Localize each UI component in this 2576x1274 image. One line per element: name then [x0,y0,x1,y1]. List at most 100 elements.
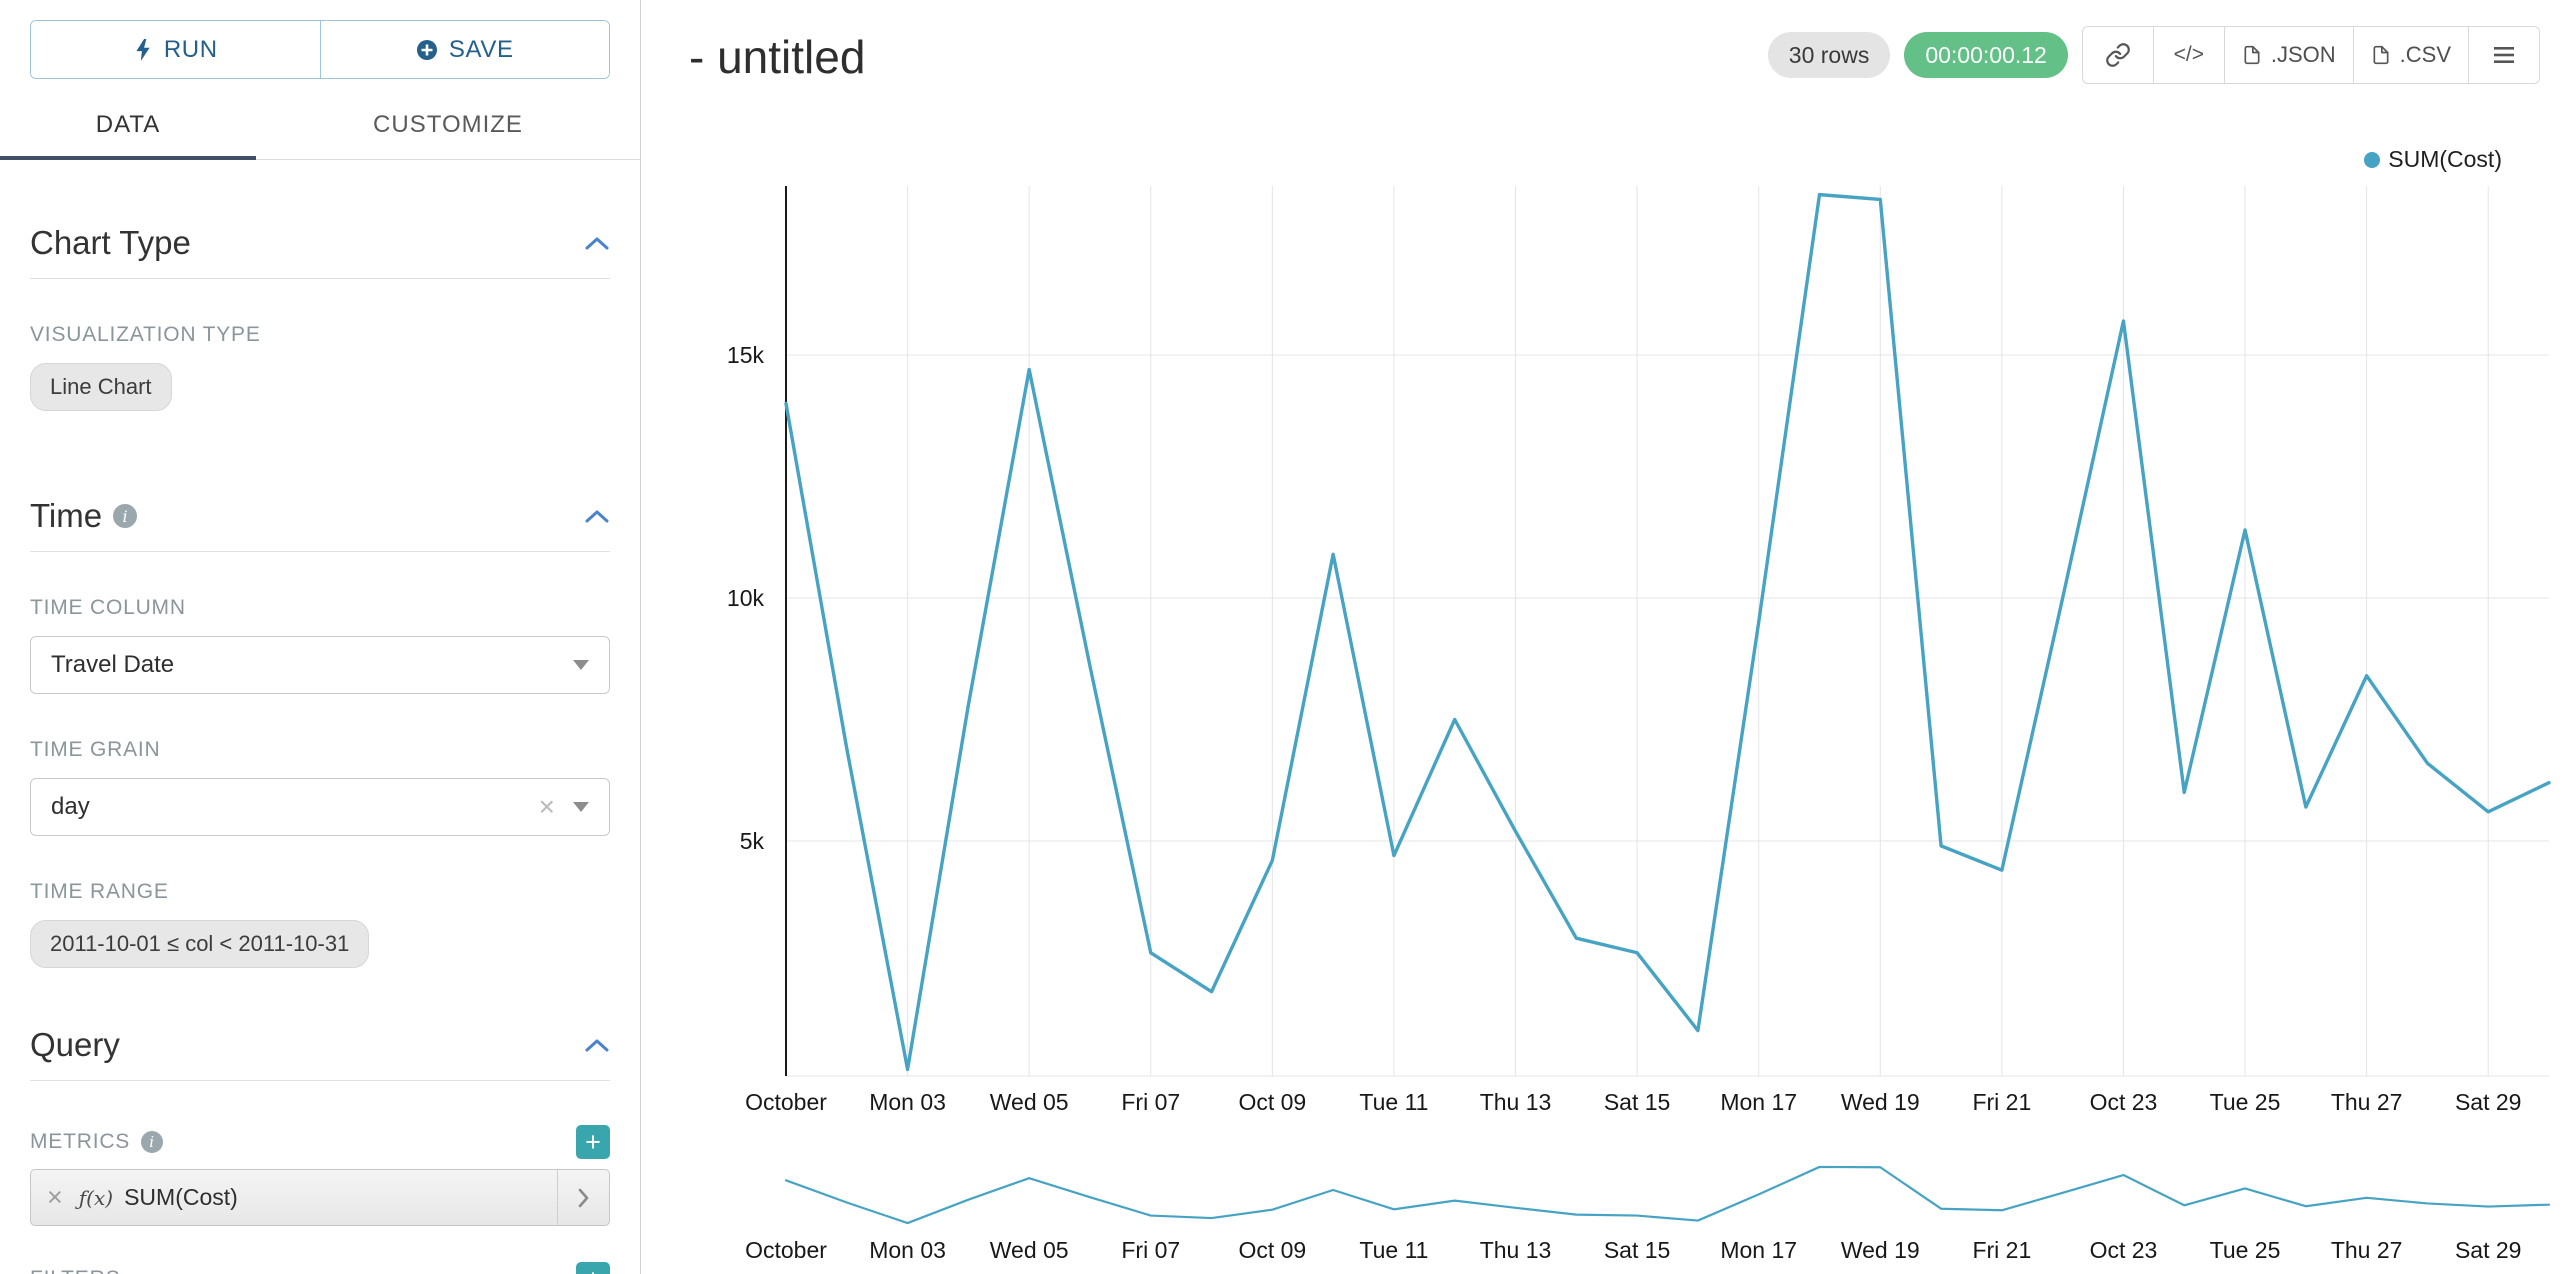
panel-scroll[interactable]: Chart Type VISUALIZATION TYPE Line Chart… [0,160,640,1274]
svg-text:Mon 03: Mon 03 [869,1237,946,1263]
svg-text:Tue 25: Tue 25 [2210,1237,2281,1263]
svg-text:Sat 29: Sat 29 [2455,1237,2522,1263]
chevron-right-icon [578,1188,589,1207]
section-chart-type: Chart Type VISUALIZATION TYPE Line Chart [30,224,610,411]
add-metric-button[interactable]: + [576,1125,610,1159]
svg-text:10k: 10k [727,585,765,611]
section-title: Time [30,497,103,534]
header-controls: 30 rows 00:00:00.12 </> .JSON .CSV [1767,26,2540,84]
time-range-label: TIME RANGE [30,880,169,903]
share-link-button[interactable] [2081,26,2154,84]
info-icon: i [141,1131,164,1153]
svg-text:Sat 15: Sat 15 [1604,1089,1671,1115]
svg-text:Wed 19: Wed 19 [1841,1089,1920,1115]
chart-title: - untitled [689,31,866,83]
legend-label: SUM(Cost) [2388,146,2502,172]
svg-text:Thu 27: Thu 27 [2331,1237,2403,1263]
svg-text:October: October [745,1237,827,1263]
save-button[interactable]: SAVE [320,21,609,78]
legend-item-sum-cost[interactable]: SUM(Cost) [2364,146,2502,173]
chart-main-area: - untitled 30 rows 00:00:00.12 </> .JSON… [641,0,2576,1274]
code-icon: </> [2173,43,2205,66]
time-column-value: Travel Date [51,651,175,678]
section-time-header[interactable]: Time i [30,497,610,552]
section-title: Chart Type [30,224,191,261]
rowcount-badge: 30 rows [1767,32,1891,78]
export-csv-label: .CSV [2399,42,2451,67]
hamburger-menu-icon [2494,47,2514,63]
svg-text:Fri 21: Fri 21 [1972,1237,2031,1263]
viz-type-label: VISUALIZATION TYPE [30,323,261,346]
filters-label: FILTERS [30,1267,120,1274]
svg-text:Fri 07: Fri 07 [1121,1237,1180,1263]
info-icon: i [113,504,138,528]
svg-text:Oct 09: Oct 09 [1238,1089,1306,1115]
section-chart-type-header[interactable]: Chart Type [30,224,610,279]
svg-text:Mon 17: Mon 17 [1720,1237,1797,1263]
line-chart[interactable]: 5k 10k 15k October October Mon 03 Mon 03 Wed 05… [641,0,2575,1274]
run-button-label: RUN [163,35,218,63]
svg-text:Tue 11: Tue 11 [1359,1089,1428,1115]
chevron-up-icon [585,510,609,523]
add-filter-button[interactable]: + [576,1262,610,1274]
expand-metric-button[interactable] [557,1170,609,1225]
section-time: Time i TIME COLUMN Travel Date TIME GRAIN… [30,497,610,968]
svg-text:Fri 07: Fri 07 [1121,1089,1180,1115]
svg-text:Oct 23: Oct 23 [2090,1237,2158,1263]
svg-text:Thu 27: Thu 27 [2331,1089,2403,1115]
svg-text:Mon 03: Mon 03 [869,1089,946,1115]
export-button-group: </> .JSON .CSV [2081,26,2540,84]
menu-button[interactable] [2468,26,2540,84]
timer-badge: 00:00:00.12 [1904,32,2068,78]
svg-text:Tue 25: Tue 25 [2210,1089,2281,1115]
save-button-label: SAVE [448,35,514,63]
metrics-label: METRICS [30,1130,131,1153]
plus-circle-icon [416,39,437,60]
svg-text:5k: 5k [740,828,765,854]
section-title: Query [30,1026,120,1063]
remove-metric-icon[interactable]: × [47,1182,63,1212]
svg-text:Tue 11: Tue 11 [1359,1237,1428,1263]
time-column-select[interactable]: Travel Date [30,636,610,694]
svg-text:Fri 21: Fri 21 [1972,1089,2031,1115]
metric-name: SUM(Cost) [124,1184,238,1210]
svg-text:October: October [745,1089,827,1115]
chevron-up-icon [585,237,609,250]
section-query-header[interactable]: Query [30,1026,610,1081]
tab-customize[interactable]: CUSTOMIZE [373,111,523,138]
panel-tabs: DATA CUSTOMIZE [0,89,640,160]
section-query: Query METRICS i + × ƒ(x) SUM(Cost) FILTE… [30,1026,610,1274]
legend-dot [2364,151,2381,168]
metric-token[interactable]: × ƒ(x) SUM(Cost) [30,1169,610,1226]
svg-text:Sat 15: Sat 15 [1604,1237,1671,1263]
tab-data[interactable]: DATA [0,89,256,160]
run-button[interactable]: RUN [31,21,321,78]
time-grain-select[interactable]: day × [30,778,610,836]
svg-text:Sat 29: Sat 29 [2455,1089,2522,1115]
svg-text:Thu 13: Thu 13 [1480,1237,1552,1263]
viz-type-pill[interactable]: Line Chart [30,363,172,411]
file-icon [2244,45,2260,65]
export-csv-button[interactable]: .CSV [2352,26,2469,84]
link-icon [2106,43,2130,67]
svg-text:Oct 23: Oct 23 [2090,1089,2158,1115]
caret-down-icon [573,802,589,812]
export-json-button[interactable]: .JSON [2223,26,2354,84]
lightning-bolt-icon [136,38,150,61]
time-column-label: TIME COLUMN [30,596,186,619]
action-buttons: RUN SAVE [30,20,610,79]
caret-down-icon [573,660,589,670]
clear-icon[interactable]: × [538,791,555,822]
time-range-pill[interactable]: 2011-10-01 ≤ col < 2011-10-31 [30,920,370,968]
svg-text:15k: 15k [727,342,765,368]
svg-text:Wed 19: Wed 19 [1841,1237,1920,1263]
export-json-label: .JSON [2270,42,2336,67]
embed-code-button[interactable]: </> [2152,26,2225,84]
svg-text:Oct 09: Oct 09 [1238,1237,1306,1263]
file-icon [2373,45,2389,65]
svg-text:Thu 13: Thu 13 [1480,1089,1552,1115]
svg-text:Mon 17: Mon 17 [1720,1089,1797,1115]
function-icon: ƒ(x) [78,1185,114,1210]
time-grain-label: TIME GRAIN [30,738,161,761]
svg-text:Wed 05: Wed 05 [990,1089,1069,1115]
